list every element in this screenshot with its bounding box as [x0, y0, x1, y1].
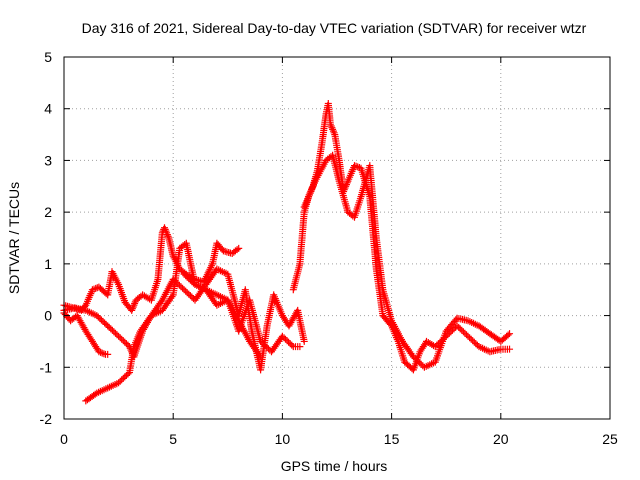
- data-point-markers: [82, 265, 308, 405]
- axis-ticks: 0 5 10 15 20 25 -2 -1 0 1 2 3 4 5: [40, 49, 618, 447]
- y-tick-label: -2: [40, 411, 53, 427]
- x-tick-label: 20: [493, 431, 509, 447]
- x-tick-label: 5: [169, 431, 177, 447]
- data-point-markers: [289, 100, 514, 374]
- x-tick-label: 0: [60, 431, 68, 447]
- series-track-7: [300, 151, 514, 371]
- plot-frame: [63, 56, 611, 420]
- data-point-markers: [180, 270, 304, 356]
- data-point-markers: [300, 151, 514, 371]
- series-track-4: [82, 265, 308, 405]
- y-tick-label: -1: [40, 359, 53, 375]
- data-points: [60, 100, 514, 405]
- y-tick-label: 1: [44, 256, 52, 272]
- y-tick-label: 4: [44, 101, 52, 117]
- y-axis-label: SDTVAR / TECUs: [6, 182, 22, 294]
- y-tick-label: 2: [44, 204, 52, 220]
- y-tick-label: 3: [44, 152, 52, 168]
- chart-title: Day 316 of 2021, Sidereal Day-to-day VTE…: [82, 20, 587, 36]
- x-tick-label: 25: [602, 431, 618, 447]
- y-tick-label: 0: [44, 308, 52, 324]
- x-axis-label: GPS time / hours: [281, 458, 388, 474]
- x-tick-label: 15: [384, 431, 400, 447]
- x-tick-label: 10: [275, 431, 291, 447]
- series-track-5: [180, 270, 304, 356]
- y-tick-label: 5: [44, 49, 52, 65]
- series-track-6: [289, 100, 514, 374]
